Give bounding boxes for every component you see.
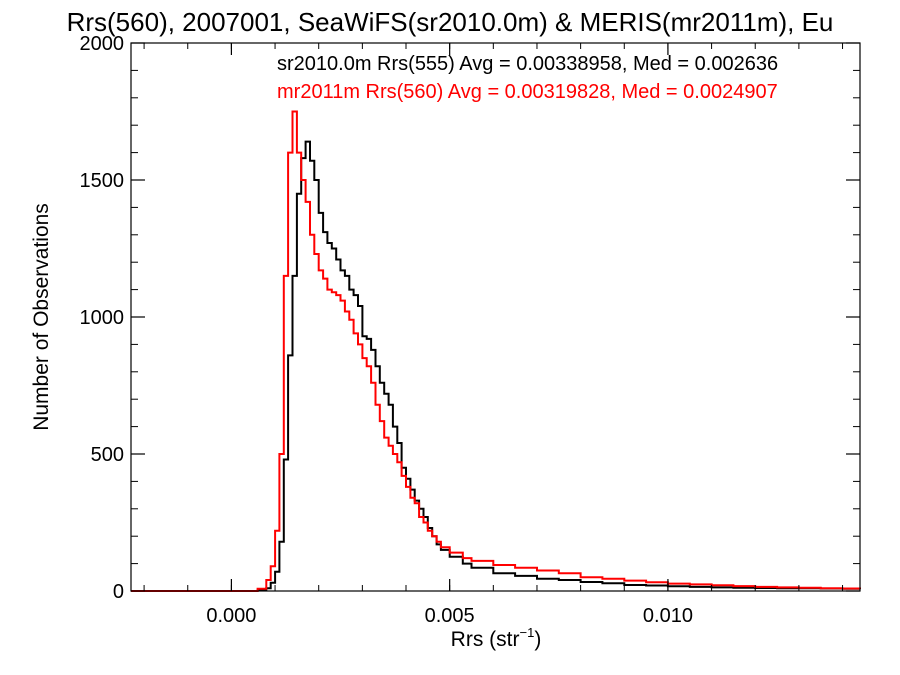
x-tick-label: 0.010 [643,605,693,627]
plot-frame [130,42,861,592]
x-tick-label: 0.000 [206,605,256,627]
x-axis-label: Rrs (str−1) [451,625,542,651]
y-tick-label: 2000 [80,33,125,55]
y-tick-label: 1000 [80,307,125,329]
y-tick-label: 0 [113,581,124,603]
x-axis-label-sup: −1 [520,625,535,640]
y-tick-label: 500 [91,444,124,466]
annotation-sr2010: sr2010.0m Rrs(555) Avg = 0.00338958, Med… [277,53,778,75]
series-line-1 [131,110,861,592]
x-axis-label-main: Rrs (str [451,628,520,651]
chart-title: Rrs(560), 2007001, SeaWiFS(sr2010.0m) & … [67,7,834,37]
y-axis-label: Number of Observations [30,203,53,431]
x-tick-label: 0.005 [425,605,475,627]
annotation-mr2011: mr2011m Rrs(560) Avg = 0.00319828, Med =… [277,81,778,103]
x-axis-label-tail: ) [534,628,541,651]
series-line-0 [131,140,861,592]
series-layer [131,110,861,592]
y-tick-label: 1500 [80,170,125,192]
tick-layer: 0.000 0.005 0.010 0 500 1000 1500 2000 [80,33,860,627]
